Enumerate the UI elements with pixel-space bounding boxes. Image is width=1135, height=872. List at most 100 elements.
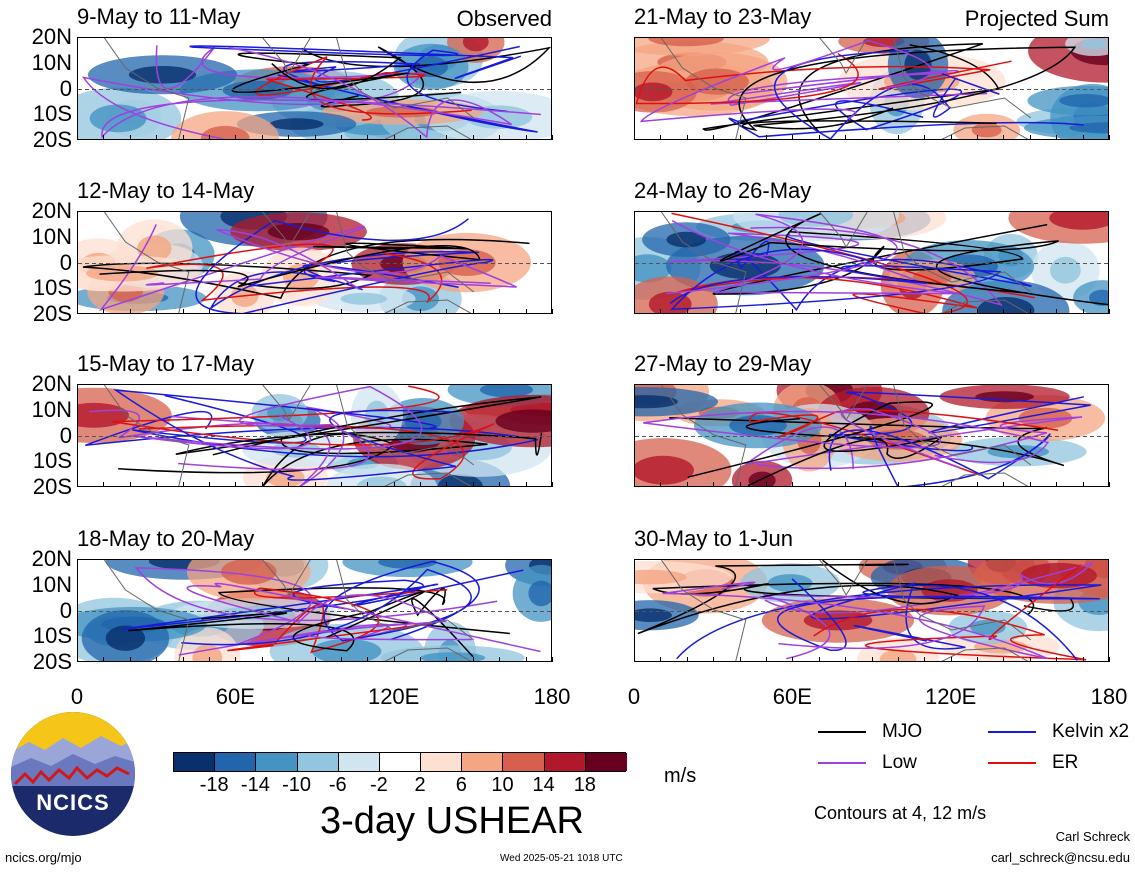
lat-label: 0	[59, 597, 72, 623]
colorbar-cell	[462, 753, 504, 771]
tick-mark	[897, 309, 899, 314]
tick-mark	[897, 135, 899, 140]
tick-mark	[288, 309, 290, 314]
lat-label: 0	[59, 249, 72, 275]
tick-mark	[235, 482, 237, 487]
tick-mark	[897, 657, 899, 662]
tick-mark	[634, 482, 635, 487]
tick-mark	[792, 135, 794, 140]
tick-mark	[208, 482, 210, 487]
colorbar-cell	[379, 753, 422, 771]
tick-mark	[713, 309, 715, 314]
tick-mark	[393, 135, 395, 140]
tick-mark	[499, 482, 501, 487]
colorbar-label: -6	[328, 774, 347, 796]
tick-mark	[182, 657, 184, 662]
tick-mark	[924, 135, 926, 140]
legend-kelvin-label: Kelvin x2	[1052, 721, 1130, 742]
tick-mark	[235, 135, 237, 140]
tick-mark	[1109, 135, 1110, 140]
tick-mark	[288, 657, 290, 662]
tick-mark	[977, 657, 979, 662]
tick-mark	[499, 309, 501, 314]
tick-mark	[1056, 135, 1058, 140]
tick-mark	[156, 309, 158, 314]
contours-note: Contours at 4, 12 m/s	[814, 803, 987, 823]
shear-map	[634, 37, 1109, 140]
tick-mark	[420, 482, 422, 487]
tick-mark	[660, 309, 662, 314]
tick-mark	[660, 482, 662, 487]
tick-mark	[314, 657, 316, 662]
lat-label: 10S	[32, 448, 72, 474]
tick-mark	[393, 657, 395, 662]
tick-mark	[393, 482, 395, 487]
tick-mark	[871, 657, 873, 662]
tick-mark	[472, 135, 474, 140]
tick-mark	[950, 657, 952, 662]
tick-mark	[924, 482, 926, 487]
legend-mjo-label: MJO	[882, 721, 923, 742]
legend-kelvin-line	[988, 731, 1036, 733]
panel-tag: Projected Sum	[964, 6, 1109, 31]
lat-label: 20N	[31, 198, 72, 223]
tick-mark	[950, 482, 952, 487]
tick-mark	[1029, 135, 1031, 140]
lat-label: 0	[59, 422, 72, 448]
tick-mark	[420, 657, 422, 662]
lat-label: 10N	[31, 571, 72, 597]
legend-er: ER	[988, 752, 1078, 774]
ncics-logo: NCICS	[11, 712, 135, 836]
tick-mark	[525, 309, 527, 314]
tick-mark	[208, 657, 210, 662]
tick-mark	[924, 309, 926, 314]
legend-low-line	[818, 762, 866, 764]
tick-mark	[288, 135, 290, 140]
tick-mark	[1003, 309, 1005, 314]
colorbar-cell	[256, 753, 298, 771]
tick-mark	[660, 135, 662, 140]
tick-mark	[1029, 309, 1031, 314]
tick-mark	[156, 135, 158, 140]
lat-label: 20N	[31, 546, 72, 571]
panel-title: 24-May to 26-May	[634, 178, 812, 203]
tick-mark	[552, 135, 553, 140]
tick-mark	[103, 309, 105, 314]
tick-mark	[340, 135, 342, 140]
shear-map	[634, 384, 1109, 487]
tick-mark	[1082, 657, 1084, 662]
tick-mark	[182, 482, 184, 487]
tick-mark	[525, 657, 527, 662]
lat-label: 10S	[32, 623, 72, 649]
tick-mark	[739, 135, 741, 140]
panel-tag: Observed	[456, 6, 552, 31]
logo-text: NCICS	[36, 790, 110, 815]
lat-label: 20S	[32, 474, 72, 499]
tick-mark	[340, 309, 342, 314]
colorbar-label: -18	[199, 774, 229, 796]
tick-mark	[792, 309, 794, 314]
tick-mark	[765, 482, 767, 487]
tick-mark	[634, 657, 635, 662]
tick-mark	[525, 135, 527, 140]
panel-title: 18-May to 20-May	[77, 526, 255, 551]
tick-mark	[1082, 135, 1084, 140]
tick-mark	[182, 135, 184, 140]
tick-mark	[552, 657, 553, 662]
tick-mark	[1109, 309, 1110, 314]
tick-mark	[1003, 482, 1005, 487]
tick-mark	[446, 482, 448, 487]
tick-mark	[818, 135, 820, 140]
tick-mark	[367, 309, 369, 314]
tick-mark	[340, 482, 342, 487]
lat-label: 20S	[32, 127, 72, 152]
panel-title: 9-May to 11-May	[77, 4, 241, 29]
legend-low: Low	[818, 752, 917, 774]
tick-mark	[1029, 482, 1031, 487]
tick-mark	[818, 657, 820, 662]
tick-mark	[1003, 657, 1005, 662]
footer-url: ncics.org/mjo	[5, 850, 82, 865]
lon-label: 0	[70, 684, 84, 709]
tick-mark	[446, 135, 448, 140]
tick-mark	[77, 309, 78, 314]
